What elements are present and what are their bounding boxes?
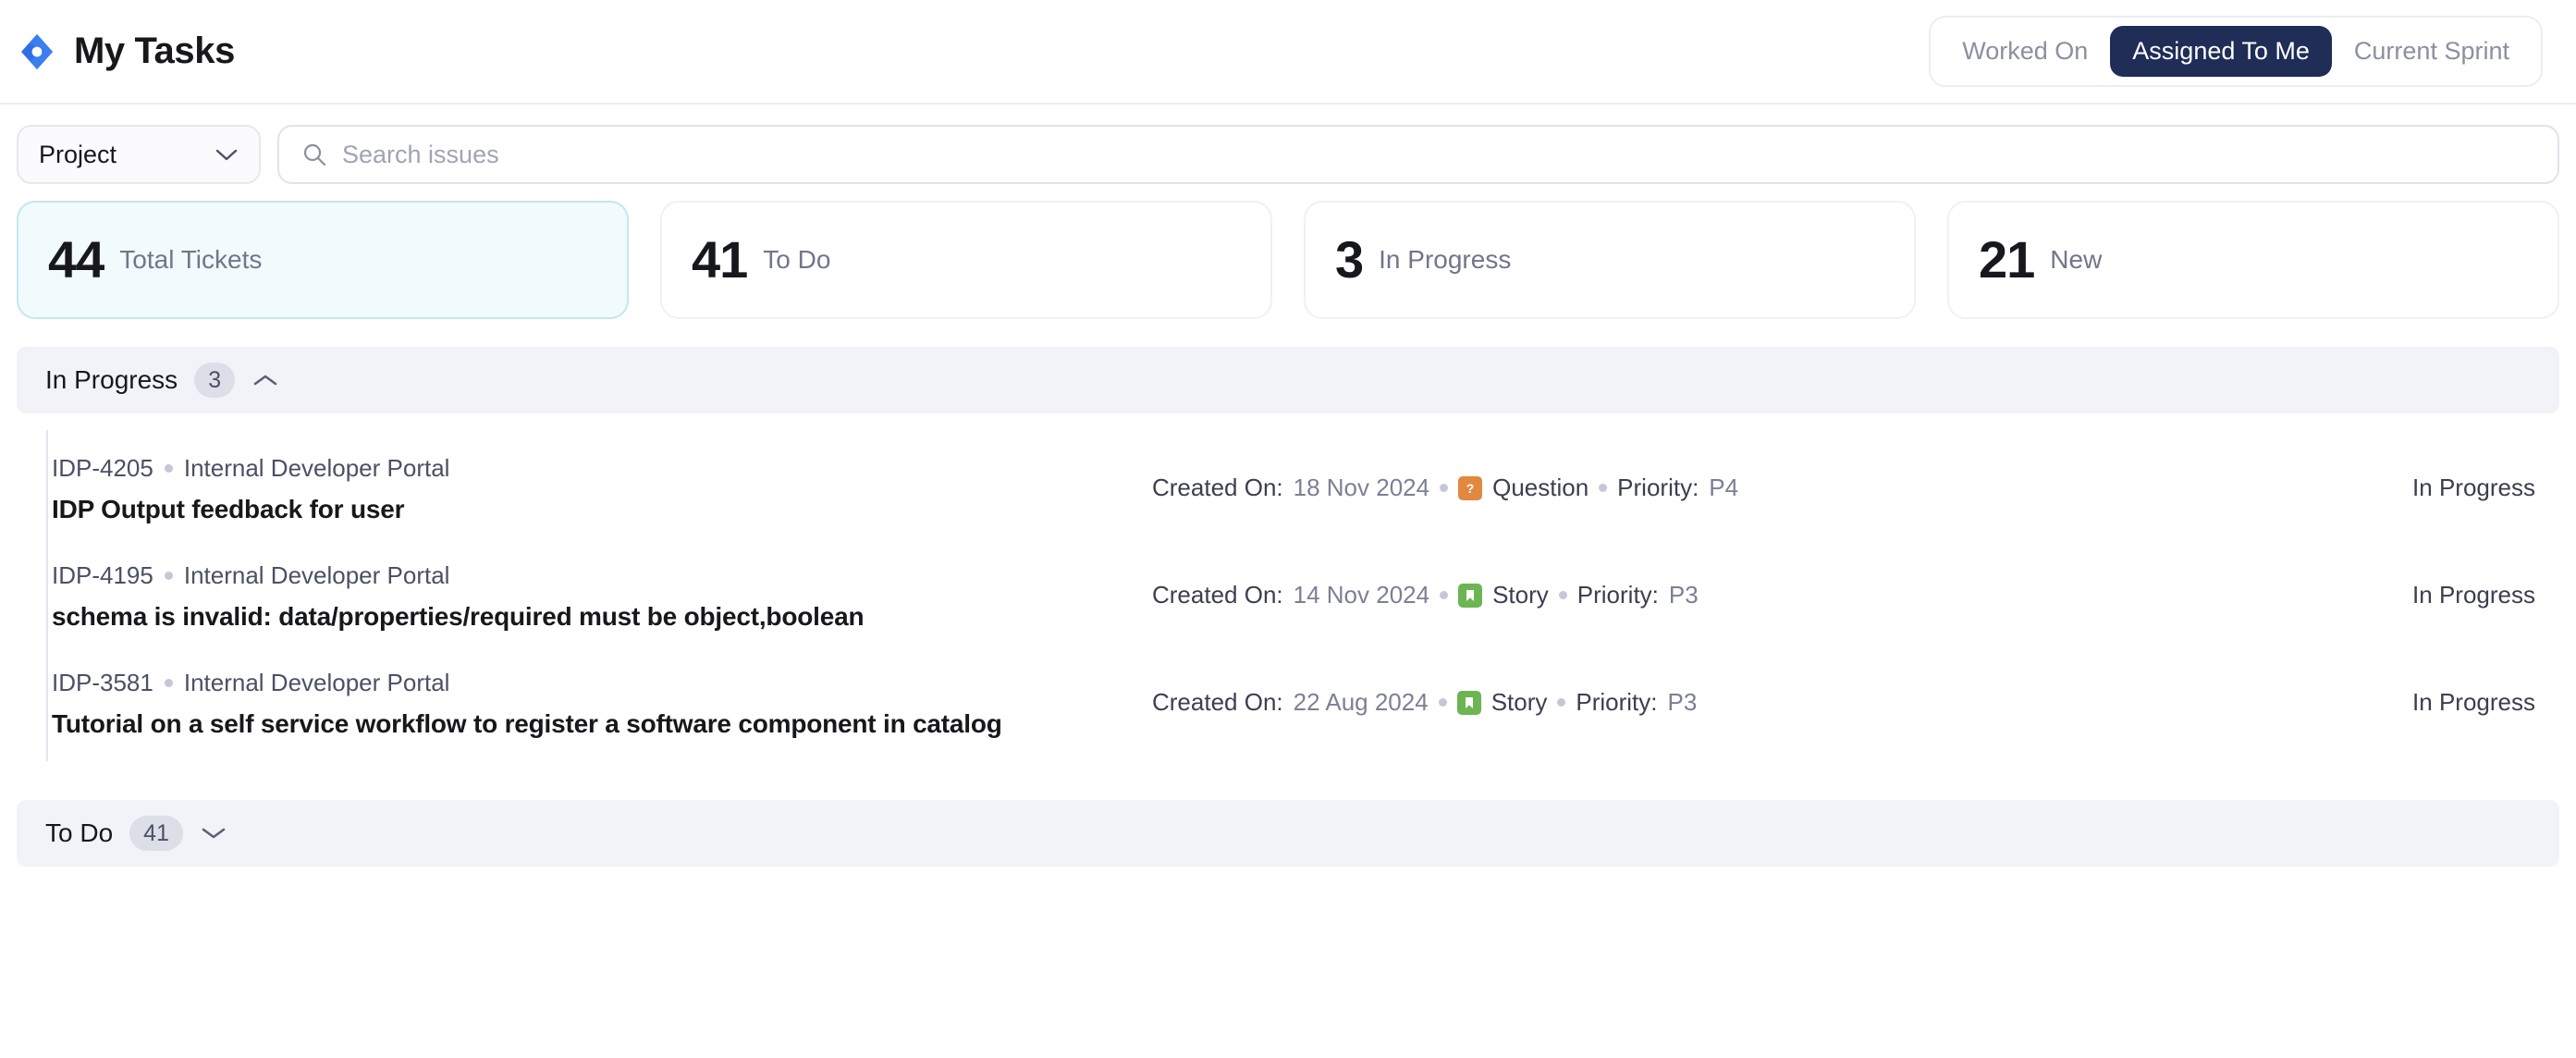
table-row[interactable]: IDP-4205 Internal Developer Portal IDP O… bbox=[17, 436, 2559, 543]
issue-detail: Created On: 14 Nov 2024 Story Priority: … bbox=[1152, 561, 2269, 609]
status-badge: In Progress bbox=[2412, 581, 2535, 609]
table-row[interactable]: IDP-4195 Internal Developer Portal schem… bbox=[17, 543, 2559, 650]
issue-project: Internal Developer Portal bbox=[183, 669, 450, 696]
dot-separator-icon bbox=[164, 464, 173, 473]
story-type-icon bbox=[1458, 583, 1483, 608]
issue-key: IDP-3581 bbox=[52, 669, 153, 696]
issue-main: IDP-4205 Internal Developer Portal IDP O… bbox=[52, 454, 1152, 524]
search-bar[interactable] bbox=[277, 125, 2559, 184]
priority-label: Priority: bbox=[1576, 581, 1659, 609]
stat-label: Total Tickets bbox=[119, 245, 263, 274]
priority-value: P4 bbox=[1709, 474, 1739, 501]
issue-list-in-progress: IDP-4205 Internal Developer Portal IDP O… bbox=[17, 413, 2559, 778]
dot-separator-icon bbox=[164, 679, 173, 687]
dot-separator-icon bbox=[164, 572, 173, 580]
created-on-date: 14 Nov 2024 bbox=[1293, 581, 1430, 609]
filter-row: Project bbox=[0, 105, 2576, 201]
stat-value: 41 bbox=[692, 230, 748, 289]
question-type-icon: ? bbox=[1458, 475, 1483, 500]
stat-label: New bbox=[2050, 245, 2103, 274]
group-header-in-progress[interactable]: In Progress 3 bbox=[17, 347, 2559, 413]
stat-value: 21 bbox=[1979, 230, 2035, 289]
status-badge: In Progress bbox=[2412, 474, 2535, 501]
search-icon bbox=[301, 141, 327, 167]
stat-card-to-do[interactable]: 41 To Do bbox=[660, 201, 1272, 319]
issue-breadcrumb: IDP-4205 Internal Developer Portal bbox=[52, 454, 1152, 483]
tab-worked-on[interactable]: Worked On bbox=[1940, 26, 2110, 77]
table-row[interactable]: IDP-3581 Internal Developer Portal Tutor… bbox=[17, 650, 2559, 757]
status-badge: In Progress bbox=[2412, 688, 2535, 716]
dot-separator-icon bbox=[1440, 591, 1449, 599]
issue-detail: Created On: 22 Aug 2024 Story Priority: … bbox=[1152, 669, 2269, 717]
dot-separator-icon bbox=[1558, 591, 1567, 599]
page-title: My Tasks bbox=[74, 31, 235, 71]
priority-value: P3 bbox=[1668, 581, 1699, 609]
issue-type-label: Question bbox=[1492, 474, 1589, 501]
issue-key: IDP-4195 bbox=[52, 561, 153, 589]
priority-label: Priority: bbox=[1617, 474, 1699, 501]
svg-text:?: ? bbox=[1466, 481, 1475, 496]
created-on-label: Created On: bbox=[1152, 474, 1283, 501]
group-title: To Do bbox=[45, 818, 114, 847]
stat-card-new[interactable]: 21 New bbox=[1947, 201, 2559, 319]
tab-assigned-to-me[interactable]: Assigned To Me bbox=[2110, 26, 2332, 77]
created-on-label: Created On: bbox=[1152, 688, 1283, 716]
stat-value: 44 bbox=[48, 230, 104, 289]
stat-card-row: 44 Total Tickets 41 To Do 3 In Progress … bbox=[0, 201, 2576, 319]
story-type-icon bbox=[1456, 690, 1481, 715]
group-title: In Progress bbox=[45, 365, 178, 394]
issue-key: IDP-4205 bbox=[52, 454, 153, 482]
issue-main: IDP-3581 Internal Developer Portal Tutor… bbox=[52, 669, 1152, 739]
group-header-to-do[interactable]: To Do 41 bbox=[17, 800, 2559, 867]
issue-project: Internal Developer Portal bbox=[183, 454, 450, 482]
stat-card-in-progress[interactable]: 3 In Progress bbox=[1304, 201, 1916, 319]
project-filter-label: Project bbox=[39, 140, 117, 168]
issue-detail: Created On: 18 Nov 2024 ? Question Prior… bbox=[1152, 454, 2269, 502]
issue-breadcrumb: IDP-3581 Internal Developer Portal bbox=[52, 669, 1152, 697]
issue-project: Internal Developer Portal bbox=[183, 561, 450, 589]
stat-label: To Do bbox=[763, 245, 831, 274]
issue-type-label: Story bbox=[1492, 581, 1549, 609]
issue-breadcrumb: IDP-4195 Internal Developer Portal bbox=[52, 561, 1152, 590]
dot-separator-icon bbox=[1557, 698, 1566, 707]
group-count-badge: 3 bbox=[194, 363, 236, 398]
search-input[interactable] bbox=[342, 140, 2535, 169]
issue-title[interactable]: schema is invalid: data/properties/requi… bbox=[52, 602, 865, 631]
project-filter-dropdown[interactable]: Project bbox=[17, 125, 261, 184]
created-on-date: 18 Nov 2024 bbox=[1293, 474, 1430, 501]
app-header: My Tasks Worked On Assigned To Me Curren… bbox=[0, 0, 2576, 105]
priority-label: Priority: bbox=[1576, 688, 1658, 716]
chevron-down-icon bbox=[215, 147, 239, 162]
jira-diamond-logo-icon bbox=[17, 31, 57, 72]
priority-value: P3 bbox=[1667, 688, 1698, 716]
issue-list-rail bbox=[46, 430, 48, 761]
issue-type-label: Story bbox=[1490, 688, 1548, 716]
group-count-badge: 41 bbox=[129, 816, 183, 851]
created-on-date: 22 Aug 2024 bbox=[1293, 688, 1429, 716]
dot-separator-icon bbox=[1438, 698, 1447, 707]
issue-title[interactable]: Tutorial on a self service workflow to r… bbox=[52, 709, 1002, 738]
dot-separator-icon bbox=[1440, 484, 1449, 492]
issue-title[interactable]: IDP Output feedback for user bbox=[52, 495, 405, 523]
tab-current-sprint[interactable]: Current Sprint bbox=[2332, 26, 2532, 77]
issue-main: IDP-4195 Internal Developer Portal schem… bbox=[52, 561, 1152, 632]
stat-value: 3 bbox=[1335, 230, 1364, 289]
stat-label: In Progress bbox=[1379, 245, 1512, 274]
dot-separator-icon bbox=[1599, 484, 1608, 492]
created-on-label: Created On: bbox=[1152, 581, 1283, 609]
view-tab-group: Worked On Assigned To Me Current Sprint bbox=[1929, 16, 2543, 87]
brand: My Tasks bbox=[17, 31, 235, 72]
chevron-up-icon[interactable] bbox=[251, 372, 279, 388]
stat-card-total-tickets[interactable]: 44 Total Tickets bbox=[17, 201, 629, 319]
chevron-down-icon[interactable] bbox=[200, 825, 227, 842]
